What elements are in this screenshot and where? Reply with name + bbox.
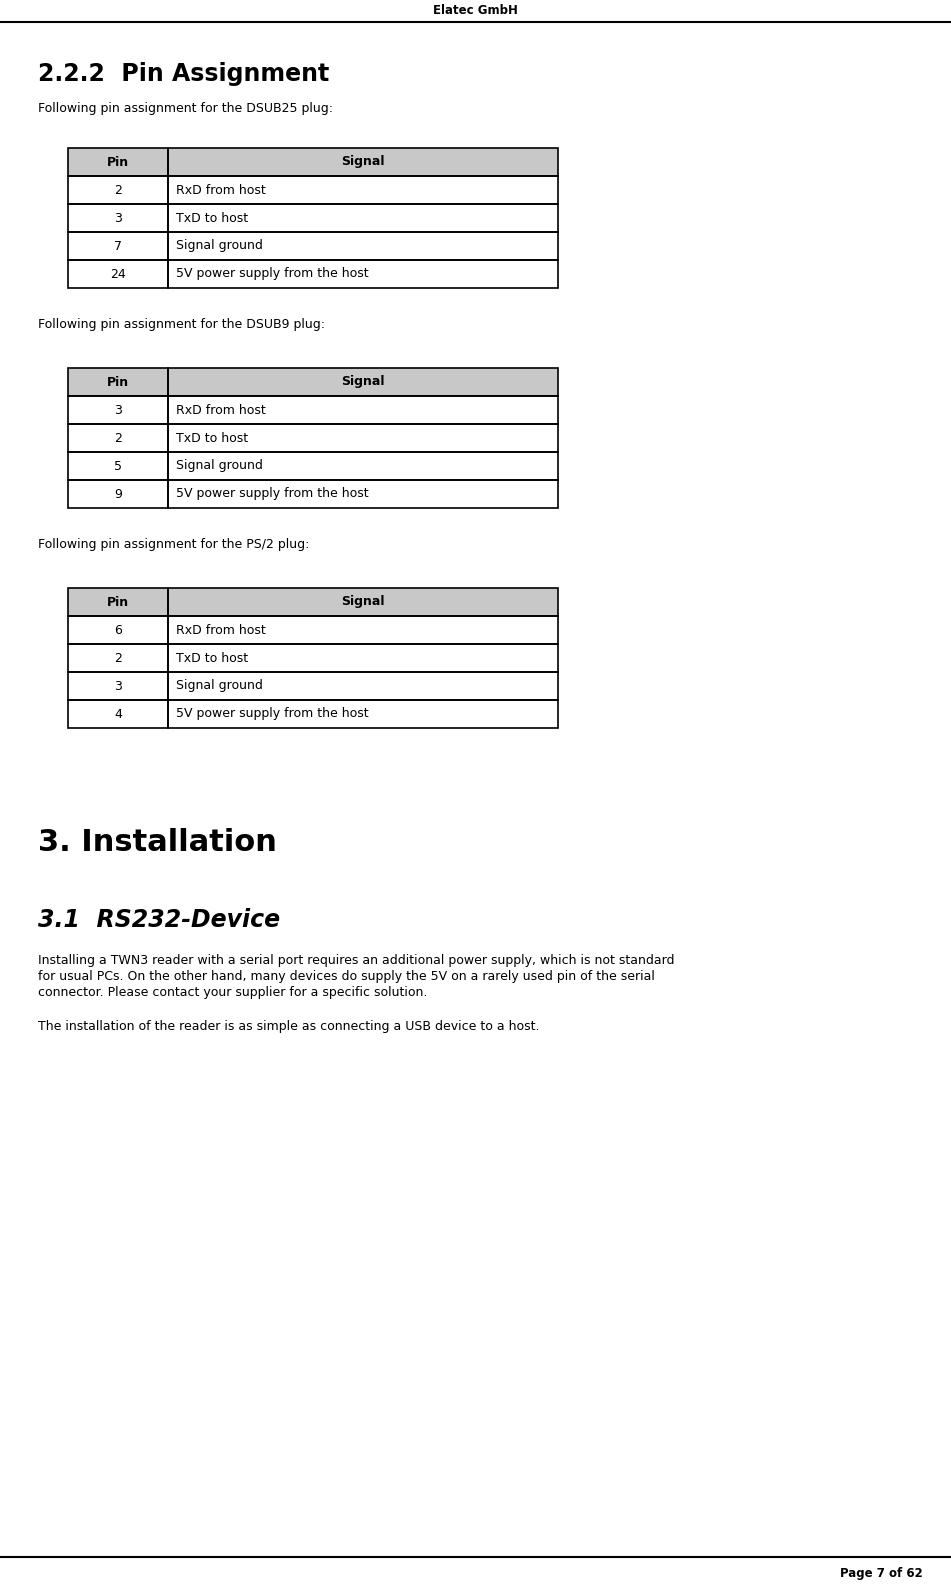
Bar [168,644,558,671]
Text: Signal ground: Signal ground [176,240,262,252]
Bar [68,232,168,260]
Bar [168,452,558,479]
Bar [168,479,558,508]
Text: Signal: Signal [341,156,385,168]
Bar [168,148,558,176]
Bar [68,176,168,205]
Text: Following pin assignment for the DSUB9 plug:: Following pin assignment for the DSUB9 p… [38,317,325,332]
Text: 5V power supply from the host: 5V power supply from the host [176,268,369,281]
Text: TxD to host: TxD to host [176,211,248,224]
Bar [68,644,168,671]
Bar [68,700,168,728]
Text: 3: 3 [114,211,122,224]
Text: 3. Installation: 3. Installation [38,828,277,857]
Bar [68,397,168,424]
Bar [168,260,558,287]
Text: Signal: Signal [341,595,385,608]
Text: RxD from host: RxD from host [176,403,265,416]
Text: Page 7 of 62: Page 7 of 62 [841,1566,923,1579]
Bar [68,424,168,452]
Text: connector. Please contact your supplier for a specific solution.: connector. Please contact your supplier … [38,986,427,998]
Bar [68,452,168,479]
Text: RxD from host: RxD from host [176,184,265,197]
Text: 2: 2 [114,432,122,444]
Bar [168,232,558,260]
Text: 3: 3 [114,403,122,416]
Bar [68,148,168,176]
Bar [68,479,168,508]
Text: 5V power supply from the host: 5V power supply from the host [176,708,369,720]
Text: 24: 24 [110,268,126,281]
Text: Following pin assignment for the DSUB25 plug:: Following pin assignment for the DSUB25 … [38,102,333,114]
Bar [168,368,558,397]
Text: 5: 5 [114,460,122,473]
Bar [68,616,168,644]
Text: Following pin assignment for the PS/2 plug:: Following pin assignment for the PS/2 pl… [38,538,309,551]
Text: TxD to host: TxD to host [176,432,248,444]
Text: TxD to host: TxD to host [176,652,248,665]
Bar [168,700,558,728]
Text: for usual PCs. On the other hand, many devices do supply the 5V on a rarely used: for usual PCs. On the other hand, many d… [38,970,655,982]
Text: 6: 6 [114,624,122,636]
Text: 9: 9 [114,487,122,500]
Bar [168,205,558,232]
Text: Installing a TWN3 reader with a serial port requires an additional power supply,: Installing a TWN3 reader with a serial p… [38,954,674,966]
Text: Signal: Signal [341,376,385,389]
Text: 2: 2 [114,184,122,197]
Text: 5V power supply from the host: 5V power supply from the host [176,487,369,500]
Bar [68,205,168,232]
Bar [68,148,558,176]
Text: 2: 2 [114,652,122,665]
Bar [168,397,558,424]
Bar [68,368,168,397]
Text: Pin: Pin [107,595,129,608]
Bar [68,368,558,397]
Bar [68,589,558,616]
Bar [168,589,558,616]
Text: 7: 7 [114,240,122,252]
Bar [168,616,558,644]
Text: 4: 4 [114,708,122,720]
Text: Signal ground: Signal ground [176,679,262,692]
Bar [168,176,558,205]
Bar [168,671,558,700]
Text: 3: 3 [114,679,122,692]
Text: Signal ground: Signal ground [176,460,262,473]
Text: 3.1  RS232-Device: 3.1 RS232-Device [38,908,281,932]
Text: 2.2.2  Pin Assignment: 2.2.2 Pin Assignment [38,62,329,86]
Text: RxD from host: RxD from host [176,624,265,636]
Bar [68,671,168,700]
Bar [68,589,168,616]
Text: Pin: Pin [107,376,129,389]
Text: Elatec GmbH: Elatec GmbH [433,5,518,17]
Text: The installation of the reader is as simple as connecting a USB device to a host: The installation of the reader is as sim… [38,1020,539,1033]
Text: Pin: Pin [107,156,129,168]
Bar [68,260,168,287]
Bar [168,424,558,452]
